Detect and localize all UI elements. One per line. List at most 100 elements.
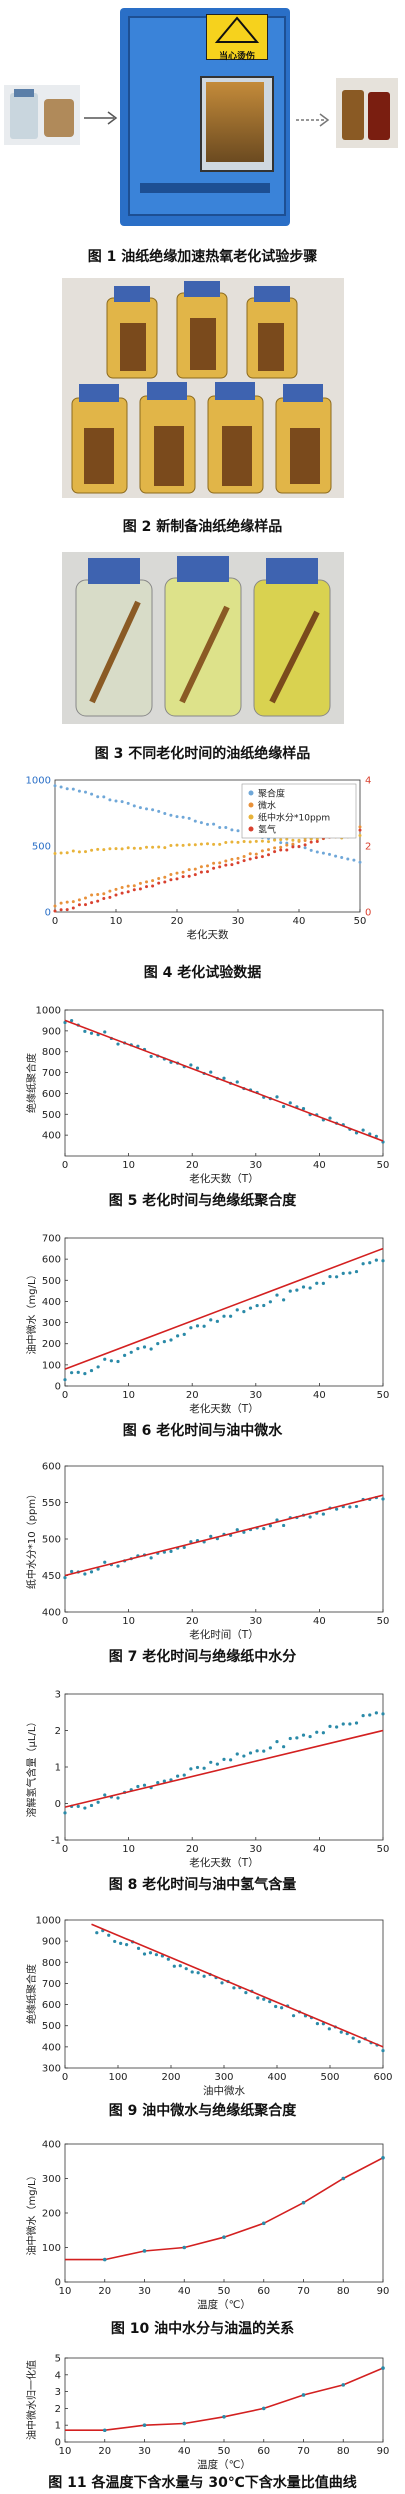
data-point bbox=[212, 866, 216, 870]
y-tick-label-left: 500 bbox=[32, 842, 51, 853]
warning-sign: 当心烫伤 bbox=[206, 14, 268, 62]
data-point bbox=[113, 1939, 117, 1944]
y-tick-label: 600 bbox=[42, 1462, 61, 1473]
data-point bbox=[77, 850, 81, 854]
data-point bbox=[295, 1288, 299, 1292]
data-point bbox=[136, 1347, 140, 1351]
data-point bbox=[108, 798, 112, 802]
data-point bbox=[301, 1733, 306, 1737]
data-point bbox=[83, 1371, 87, 1376]
data-point bbox=[142, 2423, 147, 2427]
data-point bbox=[65, 787, 69, 791]
y-axis-label: 油中微水（mg/L） bbox=[25, 2170, 38, 2255]
data-point bbox=[224, 859, 228, 863]
y-tick-label-right: 4 bbox=[365, 776, 371, 787]
x-tick-label: 20 bbox=[98, 2446, 111, 2457]
data-point bbox=[361, 1128, 365, 1132]
x-tick-label: 10 bbox=[122, 1616, 135, 1627]
data-point bbox=[315, 1730, 319, 1734]
data-point bbox=[236, 861, 240, 865]
data-point bbox=[268, 1300, 272, 1304]
data-point bbox=[282, 1523, 286, 1528]
data-point bbox=[321, 1281, 325, 1285]
data-point bbox=[285, 848, 289, 852]
data-point bbox=[189, 1326, 193, 1330]
y-tick-label: 900 bbox=[42, 1026, 61, 1037]
x-tick-label: 20 bbox=[186, 1160, 199, 1171]
data-point bbox=[142, 1952, 147, 1956]
legend-box bbox=[241, 783, 357, 839]
data-point bbox=[354, 1721, 359, 1725]
data-point bbox=[199, 870, 203, 874]
x-axis-label: 老化天数 bbox=[187, 928, 229, 941]
x-tick-label: 30 bbox=[249, 1616, 262, 1627]
y-tick-label: 450 bbox=[42, 1571, 61, 1582]
data-point bbox=[248, 840, 252, 844]
data-point bbox=[138, 806, 142, 810]
data-point bbox=[162, 1340, 166, 1344]
data-point bbox=[103, 1030, 107, 1034]
data-point bbox=[193, 843, 197, 847]
y-tick-label: 3 bbox=[55, 1690, 61, 1701]
data-point bbox=[256, 1996, 260, 2000]
data-point bbox=[381, 1497, 385, 1501]
data-point bbox=[351, 2036, 355, 2040]
data-point bbox=[59, 785, 63, 789]
data-point bbox=[308, 1515, 312, 1519]
data-point bbox=[285, 837, 289, 841]
x-tick-label: 10 bbox=[110, 916, 123, 927]
data-point bbox=[282, 1745, 286, 1749]
data-point bbox=[381, 2156, 385, 2160]
data-point bbox=[202, 1974, 206, 1978]
data-point bbox=[297, 844, 301, 848]
chart-fig10: 10 20 30 40 50 60 70 80 90 0 100 200 300 400 温度（℃） 油中微水… bbox=[25, 2140, 389, 2312]
y-tick-label: 600 bbox=[42, 1255, 61, 1266]
data-point bbox=[229, 1758, 233, 1762]
data-point bbox=[341, 2176, 346, 2181]
data-point bbox=[303, 846, 307, 850]
data-point bbox=[126, 890, 130, 894]
x-tick-label: 100 bbox=[108, 2072, 127, 2083]
data-point bbox=[220, 1981, 224, 1985]
figure-4-caption: 图 4 老化试验数据 bbox=[143, 965, 262, 981]
plot-frame bbox=[64, 1237, 384, 1387]
new-samples-photo bbox=[62, 278, 344, 498]
x-tick-label: 0 bbox=[62, 2072, 68, 2083]
x-tick-label: 0 bbox=[62, 1390, 68, 1401]
data-point bbox=[261, 2406, 266, 2411]
data-point bbox=[254, 839, 258, 843]
data-point bbox=[195, 1324, 200, 1328]
data-point bbox=[288, 1736, 292, 1741]
arrow-right-icon bbox=[84, 111, 118, 125]
data-point bbox=[254, 852, 258, 856]
data-point bbox=[248, 1751, 253, 1755]
data-point bbox=[230, 840, 234, 844]
data-point bbox=[89, 1803, 94, 1808]
x-tick-label: 10 bbox=[59, 2286, 72, 2297]
x-tick-label: 30 bbox=[249, 1160, 262, 1171]
data-point bbox=[63, 1576, 67, 1580]
y-tick-label: 0 bbox=[55, 1382, 61, 1393]
data-point bbox=[71, 900, 75, 904]
data-point bbox=[187, 874, 191, 878]
data-point bbox=[53, 784, 57, 788]
data-point bbox=[89, 1368, 94, 1373]
data-point bbox=[260, 839, 264, 843]
data-point bbox=[132, 846, 136, 850]
data-point bbox=[242, 1754, 246, 1758]
data-point bbox=[374, 1134, 378, 1139]
data-point bbox=[212, 861, 216, 865]
data-point bbox=[260, 849, 264, 853]
y-tick-label: 400 bbox=[42, 1608, 61, 1619]
data-point bbox=[181, 843, 185, 847]
data-point bbox=[70, 1018, 74, 1023]
y-tick-label: 2 bbox=[55, 1726, 61, 1737]
data-point bbox=[308, 1734, 312, 1739]
data-point bbox=[262, 1526, 266, 1531]
data-point bbox=[142, 1783, 147, 1787]
data-point bbox=[291, 842, 295, 846]
data-point bbox=[341, 1722, 345, 1726]
data-point bbox=[260, 855, 264, 859]
data-point bbox=[374, 1711, 378, 1715]
data-point bbox=[145, 845, 148, 849]
